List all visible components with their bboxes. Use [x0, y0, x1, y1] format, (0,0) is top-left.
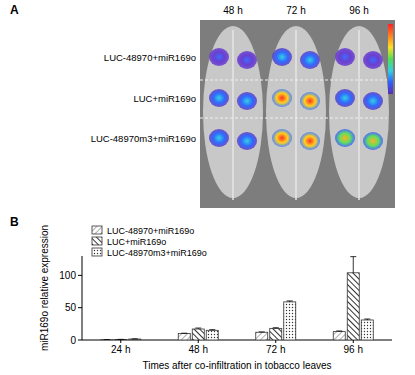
error-bar — [209, 329, 215, 331]
time-label: 72 h — [286, 5, 305, 16]
bar — [270, 328, 282, 340]
error-bar — [104, 339, 110, 340]
bar — [115, 339, 127, 340]
time-label: 96 h — [349, 5, 368, 16]
y-tick — [78, 307, 82, 308]
divider — [200, 118, 387, 119]
panel-label: A — [10, 3, 19, 17]
divider — [200, 80, 387, 81]
error-bar — [118, 339, 124, 340]
error-bar — [364, 319, 370, 321]
bars — [101, 257, 374, 340]
bar — [361, 320, 373, 340]
bar — [178, 334, 190, 340]
x-tick — [120, 340, 121, 343]
luminescence-spot — [237, 92, 257, 110]
x-tick-label: 72 h — [266, 344, 285, 355]
luminescence-spot — [272, 48, 292, 66]
luminescence-spot — [209, 129, 229, 147]
legend-label: LUC-48970m3+miR169o — [107, 248, 207, 258]
legend-swatch — [92, 226, 102, 234]
bar — [347, 273, 359, 340]
x-tick-label: 24 h — [111, 344, 130, 355]
y-tick-label: 50 — [65, 302, 77, 313]
luminescence-spot — [300, 51, 320, 69]
luminescence-spot — [363, 51, 383, 69]
bar — [284, 302, 296, 340]
error-bar — [336, 330, 342, 332]
leaf-vein — [232, 30, 234, 200]
legend-swatch — [92, 237, 102, 245]
y-tick — [78, 340, 82, 341]
legend-swatch — [92, 248, 102, 256]
legend-label: LUC+miR169o — [107, 237, 166, 247]
luminescence-spot — [335, 129, 355, 147]
leaf-vein — [358, 30, 360, 200]
row-label: LUC+miR169o — [133, 93, 196, 104]
bar — [129, 339, 141, 340]
x-tick — [198, 340, 199, 343]
x-tick — [275, 340, 276, 343]
bar — [192, 329, 204, 340]
x-tick — [353, 340, 354, 343]
color-bar — [388, 24, 393, 94]
x-tick-label: 96 h — [344, 344, 363, 355]
luminescence-spot — [237, 132, 257, 150]
luminescence-spot — [272, 89, 292, 107]
x-axis-title: Times after co-infiltration in tobacco l… — [142, 360, 331, 371]
error-bar — [350, 257, 356, 273]
y-axis-title: miR169o relative expression — [39, 225, 50, 351]
bar — [206, 330, 218, 340]
luminescence-spot — [237, 51, 257, 69]
y-tick-label: 100 — [59, 270, 76, 281]
bar — [101, 339, 113, 340]
figure: A48 h72 h96 hLUC-48970+miR169oLUC+miR169… — [0, 0, 415, 375]
luminescence-spot — [363, 132, 383, 150]
bar — [256, 332, 268, 340]
luminescence-spot — [363, 92, 383, 110]
legend-label: LUC-48970+miR169o — [107, 226, 194, 236]
x-tick-label: 48 h — [189, 344, 208, 355]
row-label: LUC-48970+miR169o — [104, 52, 196, 63]
y-tick-label: 0 — [70, 335, 76, 346]
luminescence-spot — [209, 89, 229, 107]
y-tick — [78, 275, 82, 276]
bar — [333, 332, 345, 340]
panel-label: B — [10, 215, 19, 229]
time-label: 48 h — [223, 5, 242, 16]
error-bar — [287, 300, 293, 302]
luminescence-spot — [209, 48, 229, 66]
y-axis — [82, 256, 83, 340]
luminescence-spot — [300, 132, 320, 150]
row-label: LUC-48970m3+miR169o — [91, 133, 196, 144]
leaf-vein — [295, 30, 297, 200]
luminescence-spot — [300, 92, 320, 110]
luminescence-spot — [335, 89, 355, 107]
image-background — [200, 20, 395, 208]
error-bar — [132, 338, 138, 339]
luminescence-spot — [335, 48, 355, 66]
luminescence-spot — [272, 129, 292, 147]
error-bar — [259, 331, 265, 332]
error-bar — [273, 327, 279, 329]
error-bar — [181, 333, 187, 334]
error-bar — [195, 328, 201, 330]
